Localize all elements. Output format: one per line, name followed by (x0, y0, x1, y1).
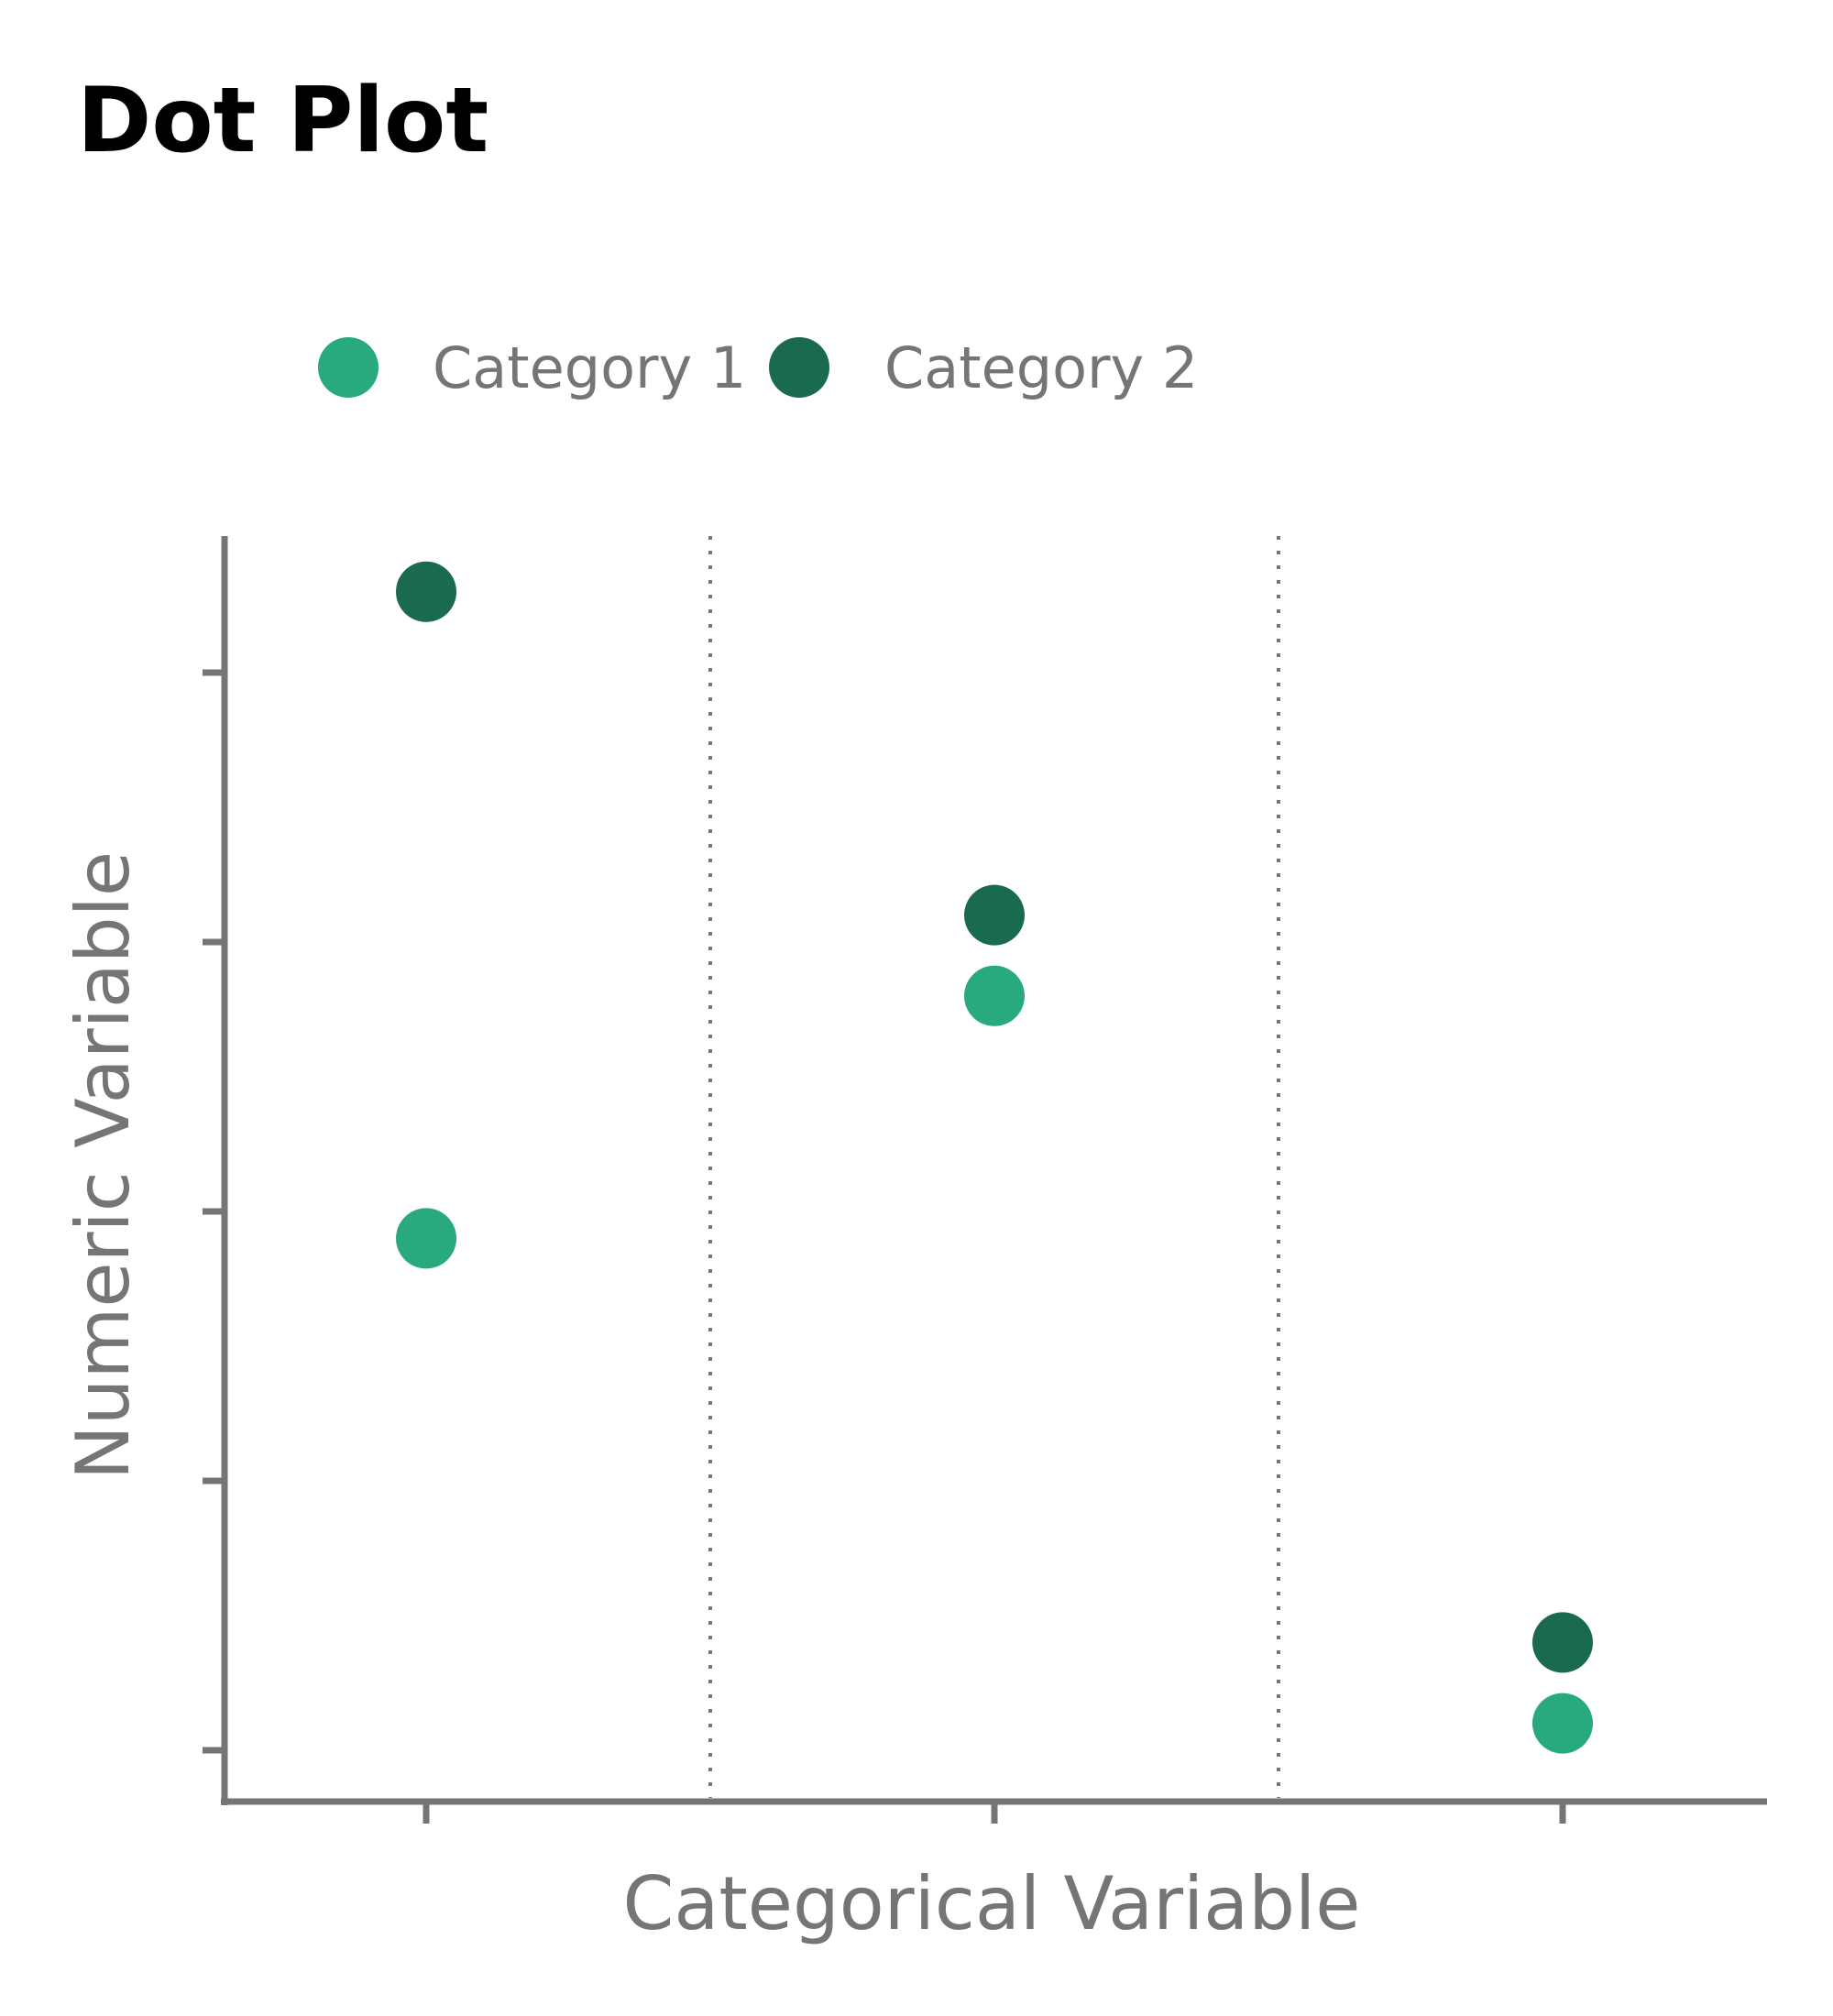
data-point-series-1-category-1 (396, 1208, 456, 1269)
x-axis-title: Categorical Variable (623, 1861, 1361, 1946)
legend-label-category-1: Category 1 (433, 334, 746, 401)
legend-marker-category-2 (769, 337, 829, 398)
chart-title: Dot Plot (77, 69, 488, 173)
y-axis-title: Numeric Variable (60, 851, 146, 1480)
data-point-series-2-category-2 (964, 884, 1025, 946)
legend-marker-category-1 (318, 337, 379, 398)
legend-label-category-2: Category 2 (884, 334, 1198, 401)
data-point-series-2-category-3 (1532, 1612, 1593, 1673)
data-point-series-2-category-1 (396, 561, 456, 622)
data-point-series-1-category-2 (964, 965, 1025, 1026)
plot-area (203, 536, 1767, 1824)
data-point-series-1-category-3 (1532, 1693, 1593, 1754)
legend: Category 1 Category 2 (318, 334, 1198, 401)
